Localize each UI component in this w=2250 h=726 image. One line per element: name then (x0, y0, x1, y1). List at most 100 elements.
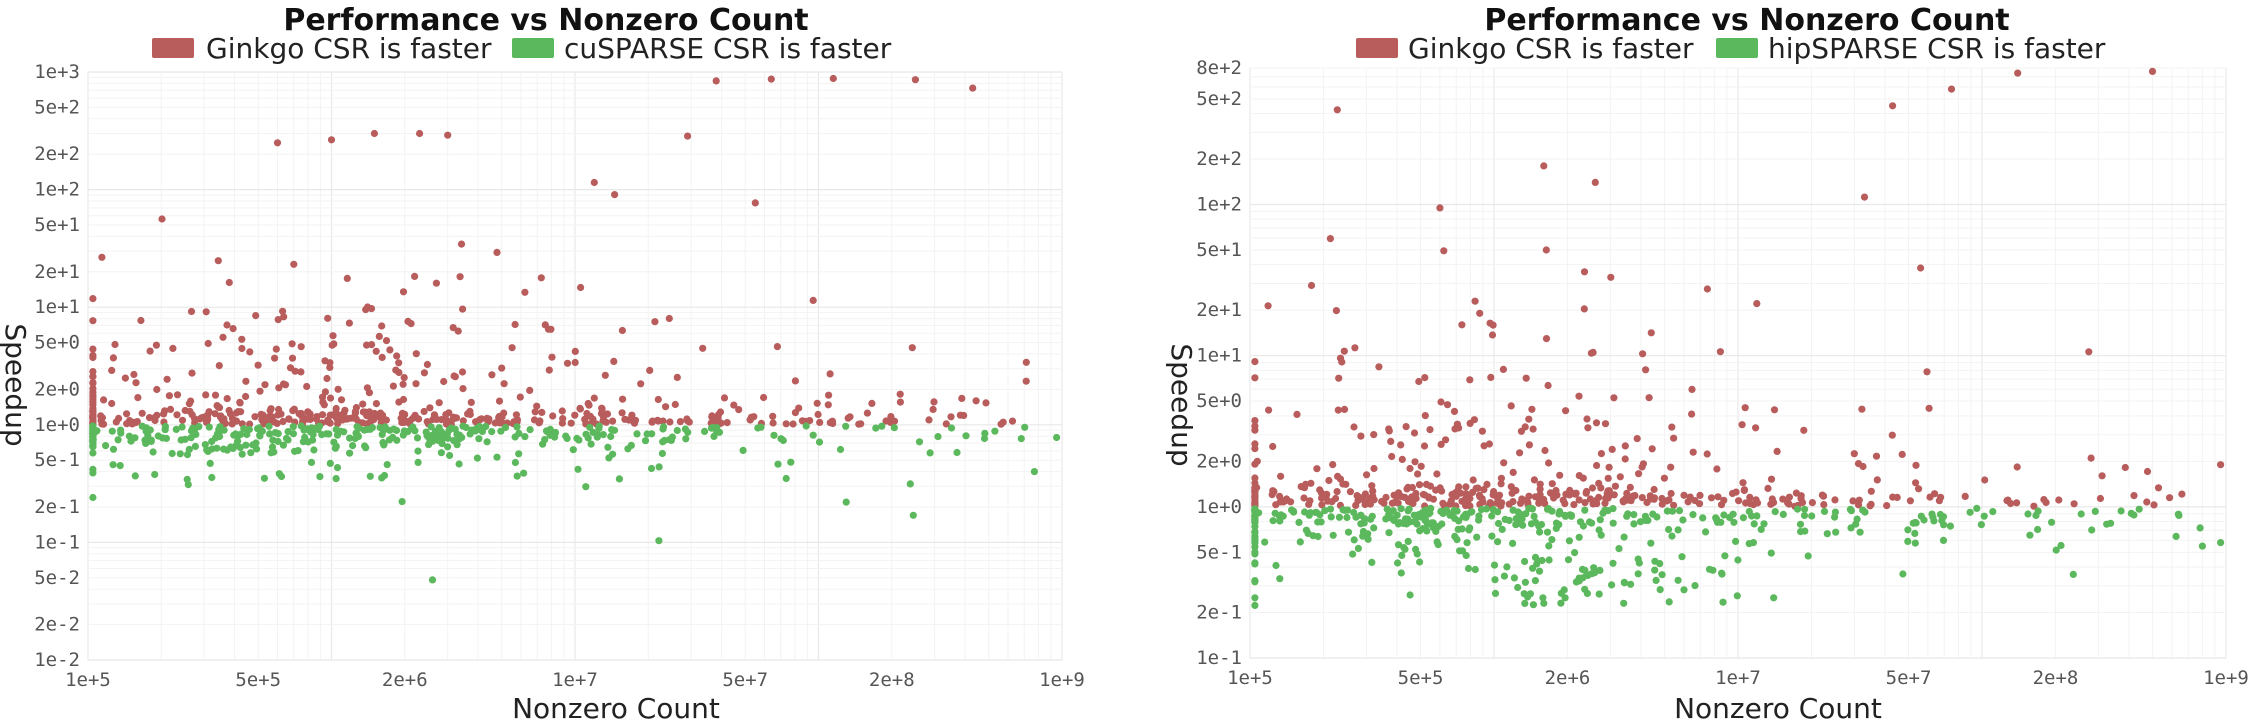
point-green (1370, 524, 1378, 532)
point-green (1581, 585, 1589, 593)
point-red (1883, 502, 1891, 510)
point-red (89, 379, 97, 387)
point-red (1767, 500, 1775, 508)
point-green (2091, 507, 2099, 515)
point-red (1688, 410, 1696, 418)
point-red (1645, 394, 1653, 402)
point-red (720, 394, 729, 402)
point-green (1368, 512, 1376, 520)
point-green (2175, 511, 2183, 520)
point-red (218, 416, 226, 424)
point-green (1571, 549, 1579, 557)
point-red (769, 412, 777, 420)
point-green (475, 435, 483, 443)
point-green (715, 428, 724, 436)
point-green (468, 426, 476, 434)
point-red (444, 131, 452, 139)
point-red (825, 391, 833, 399)
point-red (457, 240, 466, 248)
point-red (1277, 472, 1285, 480)
point-green (1413, 513, 1421, 521)
point-green (1588, 570, 1596, 578)
point-green (1471, 565, 1479, 574)
legend: Ginkgo CSR is faster hipSPARSE CSR is fa… (1356, 32, 2106, 65)
point-red (89, 372, 97, 380)
point-red (716, 408, 725, 416)
point-red (1442, 436, 1450, 444)
point-green (267, 449, 275, 457)
point-green (216, 427, 224, 435)
point-green (1021, 423, 1029, 431)
point-red (1277, 498, 1285, 506)
point-red (1667, 463, 1675, 471)
point-red (1580, 268, 1589, 276)
point-red (1468, 488, 1477, 496)
x-tick-label: 5e+5 (235, 669, 281, 691)
point-green (757, 423, 765, 431)
point-green (1608, 581, 1616, 589)
point-red (273, 139, 282, 147)
point-green (1397, 569, 1405, 577)
point-red (323, 374, 331, 383)
point-green (331, 444, 339, 452)
point-green (1745, 507, 1753, 516)
y-tick-label: 2e-2 (34, 614, 80, 636)
point-red (326, 359, 334, 367)
point-green (1488, 512, 1496, 520)
point-red (1387, 437, 1395, 445)
point-green (1251, 594, 1259, 602)
point-red (1935, 497, 1943, 505)
point-red (173, 411, 181, 419)
point-red (2148, 67, 2157, 75)
point-red (1498, 499, 1506, 507)
x-tick-label: 1e+5 (65, 669, 111, 691)
point-green (878, 422, 886, 430)
point-green (947, 424, 956, 432)
point-red (1575, 472, 1583, 480)
point-green (381, 423, 389, 431)
point-green (604, 443, 612, 451)
point-green (141, 436, 149, 444)
point-red (1797, 495, 1805, 503)
point-red (261, 381, 269, 389)
point-green (1552, 519, 1561, 527)
point-green (1565, 537, 1573, 545)
point-green (1620, 533, 1628, 541)
point-red (665, 314, 673, 323)
point-green (647, 464, 656, 473)
point-red (280, 313, 288, 321)
point-green (330, 438, 338, 446)
point-green (1401, 545, 1409, 553)
point-red (1643, 498, 1651, 507)
point-green (1251, 550, 1259, 558)
point-red (521, 288, 529, 296)
point-red (1363, 471, 1371, 479)
point-red (1639, 460, 1647, 468)
point-red (1608, 445, 1616, 453)
x-axis-label: Nonzero Count (1674, 692, 1882, 725)
point-green (1917, 512, 1925, 520)
point-red (1353, 492, 1361, 500)
point-green (1760, 520, 1768, 528)
point-green (615, 475, 624, 483)
point-red (223, 321, 231, 329)
point-red (423, 360, 431, 369)
point-green (1491, 589, 1500, 598)
point-green (376, 423, 384, 432)
point-red (712, 77, 720, 85)
point-red (1440, 247, 1448, 255)
point-red (673, 373, 681, 381)
x-tick-label: 1e+7 (552, 669, 598, 691)
point-green (587, 440, 595, 448)
point-green (1397, 505, 1405, 513)
point-red (1375, 363, 1383, 371)
point-green (1911, 529, 1919, 538)
point-red (908, 344, 916, 352)
point-green (1317, 518, 1325, 526)
point-red (814, 410, 822, 419)
point-green (2135, 505, 2143, 513)
point-red (238, 335, 246, 343)
point-red (1665, 496, 1673, 504)
point-red (654, 395, 662, 404)
y-tick-label: 2e+0 (1196, 450, 1242, 472)
